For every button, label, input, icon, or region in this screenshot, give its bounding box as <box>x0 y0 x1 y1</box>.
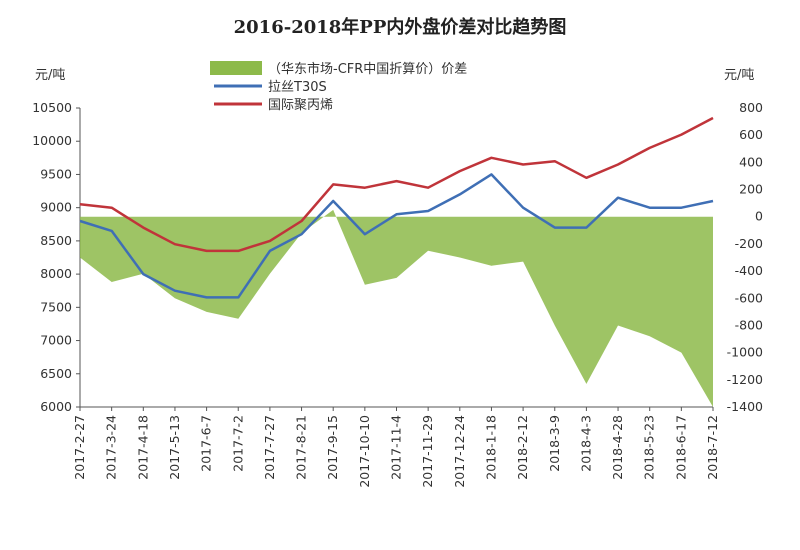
left-tick-label: 7500 <box>40 299 72 314</box>
x-tick-label: 2018-2-12 <box>515 415 530 480</box>
plot-area: 6000650070007500800085009000950010000105… <box>32 100 763 488</box>
x-tick-label: 2017-12-24 <box>452 415 467 488</box>
left-tick-label: 8500 <box>40 233 72 248</box>
left-axis-unit: 元/吨 <box>35 68 65 83</box>
x-tick-label: 2017-9-15 <box>325 415 340 480</box>
left-tick-label: 6000 <box>40 399 72 414</box>
right-tick-label: 400 <box>739 154 763 169</box>
right-tick-label: 0 <box>755 209 763 224</box>
left-tick-label: 9000 <box>40 200 72 215</box>
x-tick-label: 2017-3-24 <box>104 415 119 480</box>
x-tick-label: 2017-5-13 <box>167 415 182 480</box>
x-tick-label: 2017-11-4 <box>389 415 404 480</box>
right-tick-label: -800 <box>735 317 763 332</box>
right-tick-label: -1200 <box>727 372 763 387</box>
right-tick-label: 600 <box>739 127 763 142</box>
legend-label: 国际聚丙烯 <box>268 98 333 113</box>
left-tick-label: 10000 <box>32 133 72 148</box>
x-tick-label: 2018-5-23 <box>642 415 657 480</box>
x-tick-label: 2017-2-27 <box>72 415 87 480</box>
area-series-spread <box>80 209 713 407</box>
x-tick-label: 2018-6-17 <box>673 415 688 480</box>
chart-title: 2016-2018年PP内外盘价差对比趋势图 <box>234 16 567 38</box>
legend-swatch-area <box>210 61 262 75</box>
right-axis-unit: 元/吨 <box>724 68 754 83</box>
x-tick-label: 2018-7-12 <box>705 415 720 480</box>
x-tick-label: 2017-7-27 <box>262 415 277 480</box>
x-tick-label: 2018-3-9 <box>547 415 562 472</box>
legend-label: （华东市场-CFR中国折算价）价差 <box>268 61 467 77</box>
right-tick-label: 200 <box>739 182 763 197</box>
x-tick-label: 2017-10-10 <box>357 415 372 488</box>
x-tick-label: 2018-4-28 <box>610 415 625 480</box>
left-tick-label: 10500 <box>32 100 72 115</box>
x-tick-label: 2018-4-3 <box>578 415 593 472</box>
left-tick-label: 8000 <box>40 266 72 281</box>
x-tick-label: 2017-8-21 <box>294 415 309 480</box>
x-tick-label: 2017-6-7 <box>199 415 214 472</box>
left-tick-label: 7000 <box>40 333 72 348</box>
x-tick-label: 2018-1-18 <box>483 415 498 480</box>
right-tick-label: -600 <box>735 290 763 305</box>
right-tick-label: -400 <box>735 263 763 278</box>
x-tick-label: 2017-11-29 <box>420 415 435 488</box>
x-tick-label: 2017-7-2 <box>230 415 245 472</box>
left-tick-label: 6500 <box>40 366 72 381</box>
right-tick-label: -1000 <box>727 345 763 360</box>
legend-label: 拉丝T30S <box>268 80 327 95</box>
right-tick-label: -200 <box>735 236 763 251</box>
right-tick-label: -1400 <box>727 399 763 414</box>
x-tick-label: 2017-4-18 <box>135 415 150 480</box>
left-tick-label: 9500 <box>40 166 72 181</box>
right-tick-label: 800 <box>739 100 763 115</box>
